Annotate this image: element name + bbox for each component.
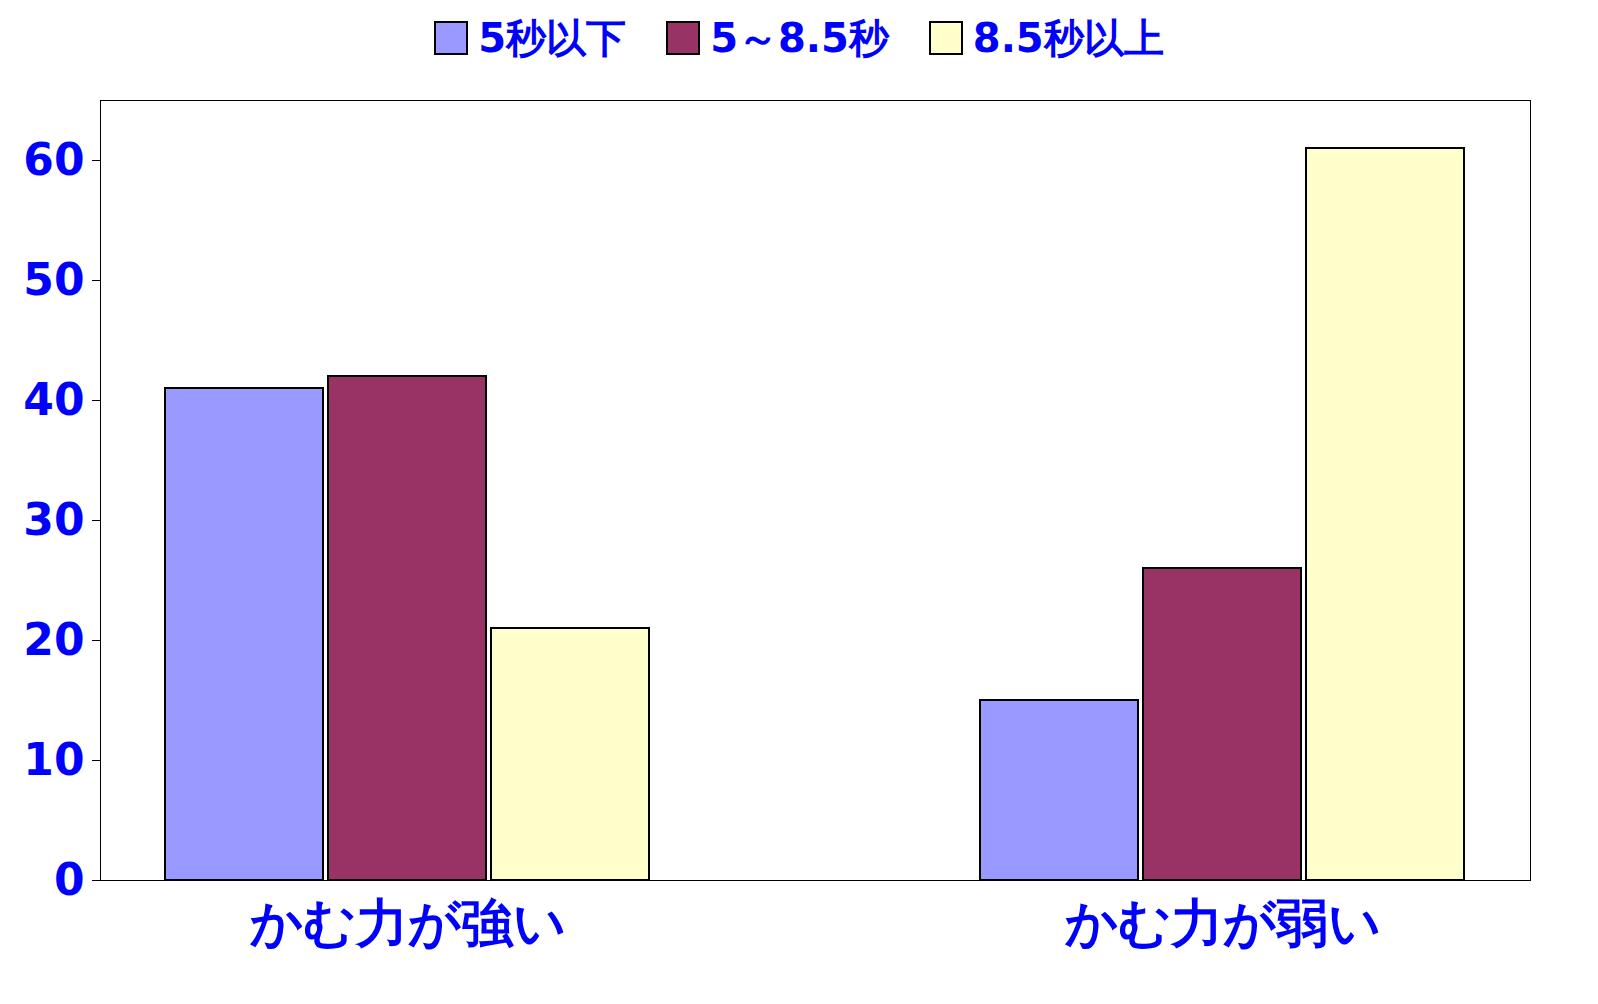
svg-text:60: 60 <box>23 134 84 185</box>
svg-text:かむ力が弱い: かむ力が弱い <box>1064 893 1381 953</box>
svg-text:50: 50 <box>23 254 84 305</box>
svg-text:0: 0 <box>54 854 85 905</box>
svg-text:20: 20 <box>23 614 84 665</box>
svg-text:40: 40 <box>23 374 84 425</box>
svg-text:かむ力が強い: かむ力が強い <box>249 893 566 953</box>
svg-text:10: 10 <box>23 734 84 785</box>
html-text:8.5秒以上: 8.5秒以上 <box>972 14 1164 61</box>
html-text:5秒以下: 5秒以下 <box>478 14 627 61</box>
svg-text:30: 30 <box>23 494 84 545</box>
html-text:5～8.5秒: 5～8.5秒 <box>710 14 889 61</box>
